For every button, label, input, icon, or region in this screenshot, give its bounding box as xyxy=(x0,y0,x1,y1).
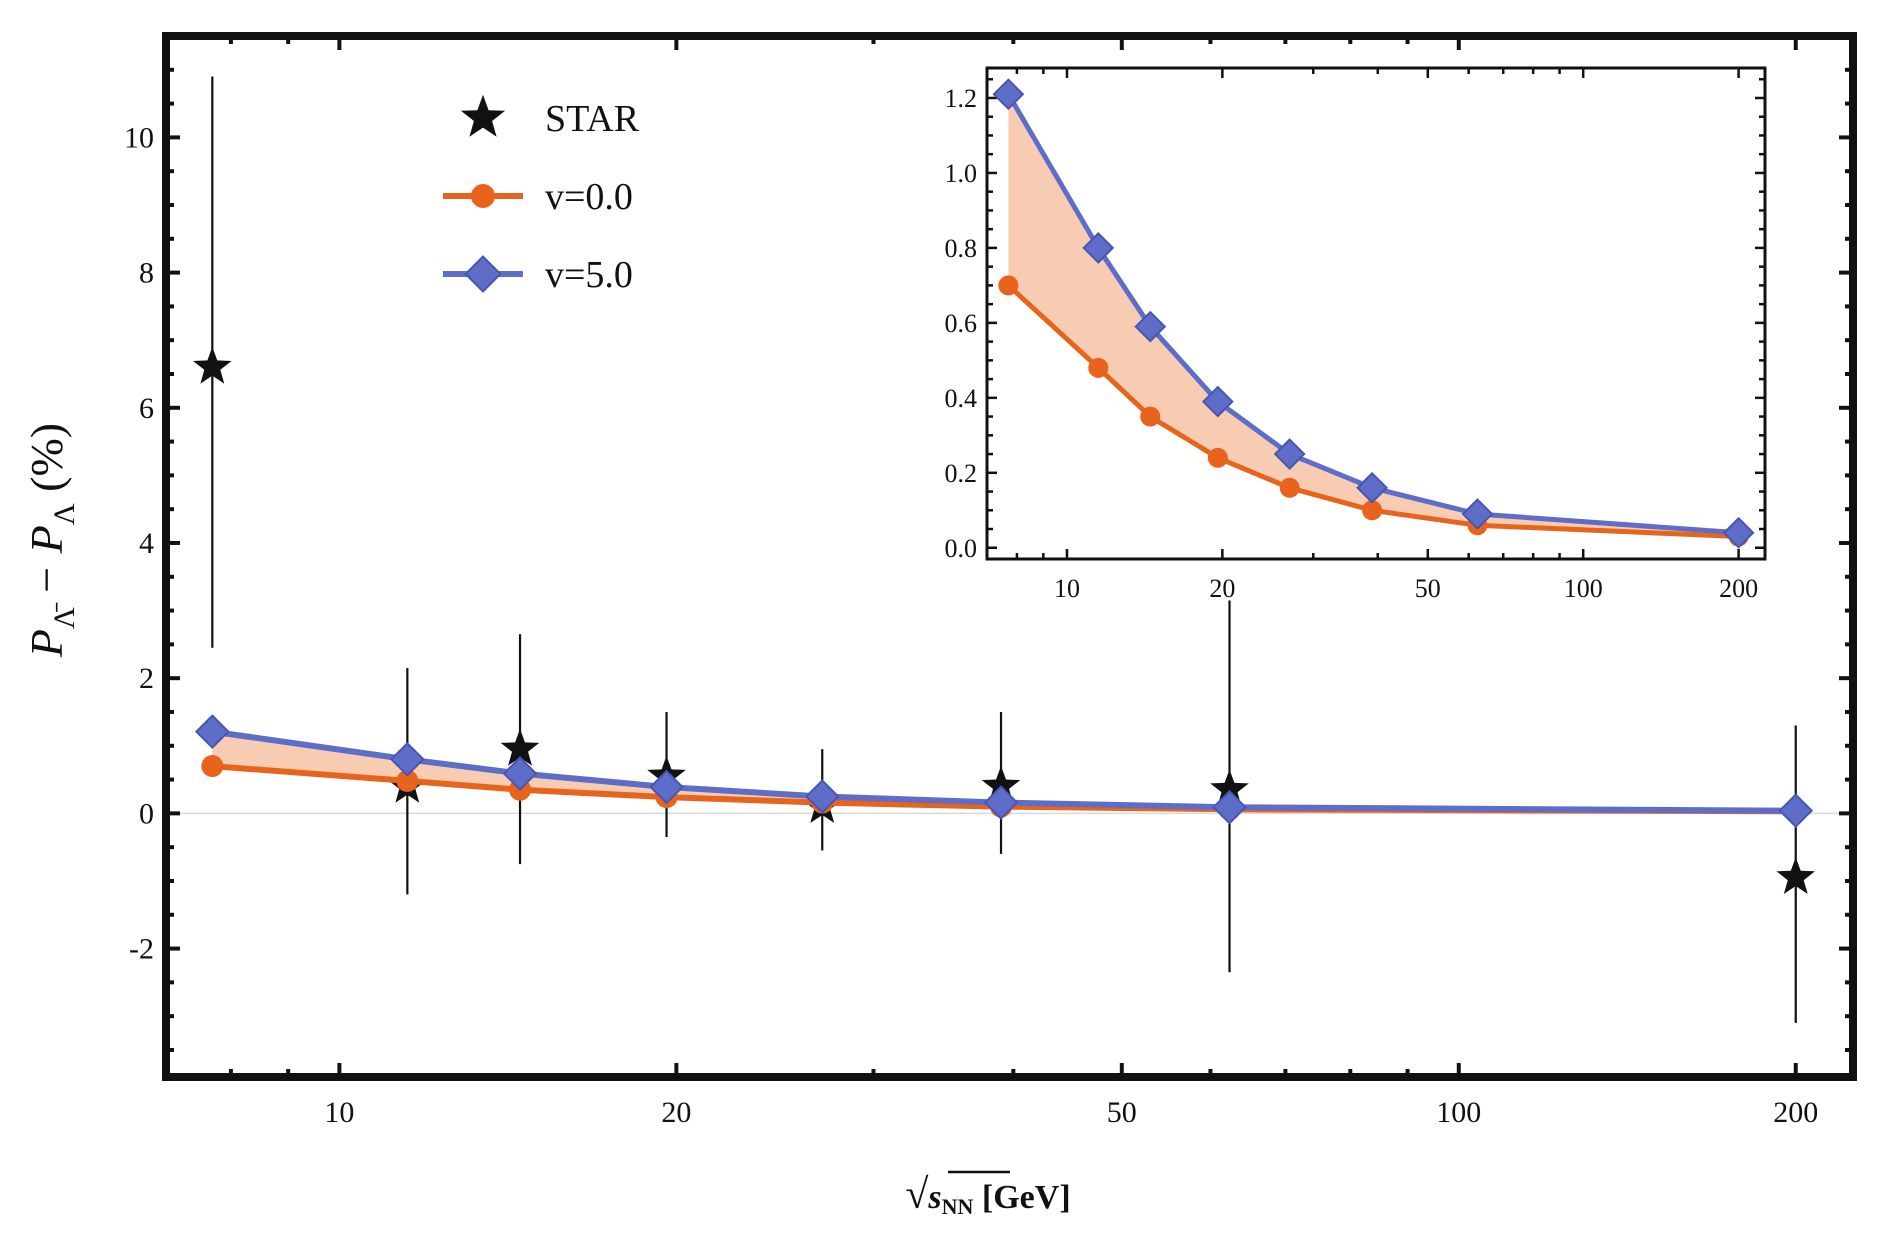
star-point xyxy=(193,346,232,384)
inset-point-1 xyxy=(992,78,1025,111)
main-y-tick-label: 0 xyxy=(139,797,154,830)
inset-series-line-1 xyxy=(1006,92,1739,536)
main-x-tick-label: 20 xyxy=(661,1096,691,1129)
legend-label-0: STAR xyxy=(545,98,640,140)
inset-y-tick-label: 0.8 xyxy=(945,234,978,263)
inset-x-tick-label: 200 xyxy=(1719,574,1758,603)
star-point xyxy=(500,728,540,766)
main-x-tick-label: 200 xyxy=(1773,1096,1818,1129)
inset-y-tick-label: 0.2 xyxy=(945,459,978,488)
x-axis-label: √sNN [GeV] xyxy=(905,1170,1071,1219)
inset-point-0 xyxy=(1279,477,1300,498)
y-label-unit: (%) xyxy=(21,423,72,503)
main-y-tick-label: -2 xyxy=(129,933,154,966)
main-point-1 xyxy=(649,769,684,805)
inset-point-1 xyxy=(1082,231,1115,264)
inset-point-1 xyxy=(1356,471,1389,504)
inset-y-tick-label: 1.2 xyxy=(945,84,978,113)
main-y-tick-label: 4 xyxy=(139,527,154,560)
main-point-0 xyxy=(396,769,419,792)
inset-point-1 xyxy=(1722,516,1755,549)
inset-x-tick-label: 100 xyxy=(1564,574,1603,603)
inset-x-tick-label: 20 xyxy=(1209,574,1235,603)
inset-y-tick-label: 0.4 xyxy=(945,384,978,413)
main-x-tick-label: 10 xyxy=(324,1096,354,1129)
inset-y-tick-label: 0.6 xyxy=(945,309,978,338)
main-y-tick-label: 6 xyxy=(139,392,154,425)
main-point-1 xyxy=(194,714,230,749)
main-point-1 xyxy=(1212,789,1247,825)
legend-label-1: v=0.0 xyxy=(545,176,633,218)
main-frame xyxy=(162,32,1857,1081)
main-point-1 xyxy=(983,785,1019,820)
star-point xyxy=(981,766,1021,803)
inset-series-line-0 xyxy=(1006,283,1739,539)
main-point-1 xyxy=(804,779,840,814)
inset-x-tick-label: 10 xyxy=(1054,574,1080,603)
inset-x-tick-label: 50 xyxy=(1415,574,1441,603)
inset-y-tick-label: 1.0 xyxy=(945,159,978,188)
inset-point-0 xyxy=(1207,447,1228,468)
inset-y-tick-label: 0.0 xyxy=(945,534,978,563)
x-label-sqrt: √ xyxy=(905,1172,929,1218)
star-point xyxy=(1776,857,1815,894)
inset-point-1 xyxy=(1134,310,1167,343)
main-x-tick-label: 100 xyxy=(1436,1096,1481,1129)
x-label-s: s xyxy=(927,1179,941,1216)
y-label-p2: − P xyxy=(21,525,72,607)
inset-point-1 xyxy=(1201,385,1234,418)
inset-frame xyxy=(985,66,1767,561)
main-point-1 xyxy=(1778,793,1814,829)
inset-point-0 xyxy=(1362,500,1383,521)
svg-text:PΛ̄ − PΛ (%): PΛ̄ − PΛ (%) xyxy=(21,423,81,658)
inset-point-0 xyxy=(1140,406,1161,427)
svg-text:√sNN [GeV]: √sNN [GeV] xyxy=(905,1172,1070,1219)
legend-label-2: v=5.0 xyxy=(545,254,633,296)
main-point-1 xyxy=(502,756,538,791)
y-label-p1: P xyxy=(21,629,72,658)
y-axis-label: PΛ̄ − PΛ (%) xyxy=(21,423,81,658)
inset-point-0 xyxy=(998,275,1019,296)
legend-marker-2 xyxy=(464,255,502,293)
main-y-tick-label: 10 xyxy=(124,121,154,154)
legend-marker-1 xyxy=(471,184,495,208)
inset-point-0 xyxy=(1088,357,1109,378)
main-x-tick-label: 50 xyxy=(1107,1096,1137,1129)
main-point-1 xyxy=(389,741,425,777)
inset-point-1 xyxy=(1273,438,1306,470)
main-y-tick-label: 8 xyxy=(139,257,154,290)
main-series-line-1 xyxy=(211,728,1796,814)
inset-plot: 10 20 50 100 200 0.0 0.2 0.4 0.6 0.8 1.0 1.2 xyxy=(945,66,1767,603)
legend-marker-0 xyxy=(460,94,506,137)
inset-band xyxy=(1008,94,1739,537)
y-label-sub2: Λ xyxy=(48,503,81,525)
main-point-0 xyxy=(201,755,224,778)
star-point xyxy=(1210,769,1249,807)
inset-point-1 xyxy=(1461,498,1494,530)
main-y-tick-label: 2 xyxy=(139,662,154,695)
x-label-unit: [GeV] xyxy=(973,1179,1070,1216)
x-label-sub: NN xyxy=(942,1194,974,1219)
legend: STAR v=0.0 v=5.0 xyxy=(443,94,640,296)
